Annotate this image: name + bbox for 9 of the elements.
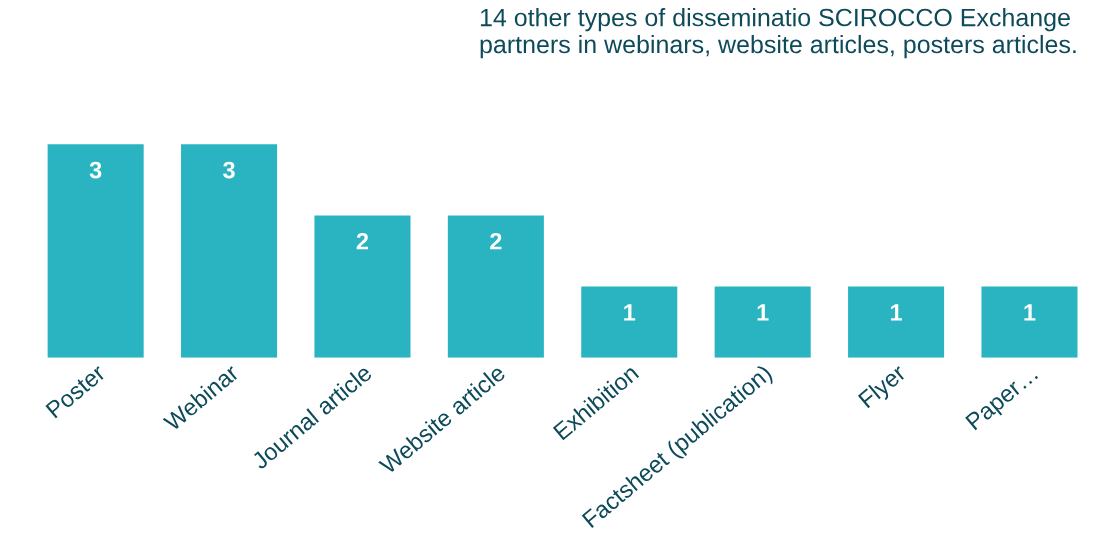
data-label: 3 (89, 161, 102, 179)
data-label: 1 (624, 304, 636, 321)
data-label: 3 (223, 161, 235, 179)
data-label: 2 (356, 232, 369, 250)
data-label: 2 (490, 232, 502, 250)
text: 14 other types of disseminatio SCIROCCO Exchange partners in webinars, website articles, posters articles. (480, 8, 1076, 59)
data-label: 1 (757, 304, 769, 321)
data-label: 1 (891, 304, 902, 321)
data-label: 1 (1024, 304, 1036, 321)
